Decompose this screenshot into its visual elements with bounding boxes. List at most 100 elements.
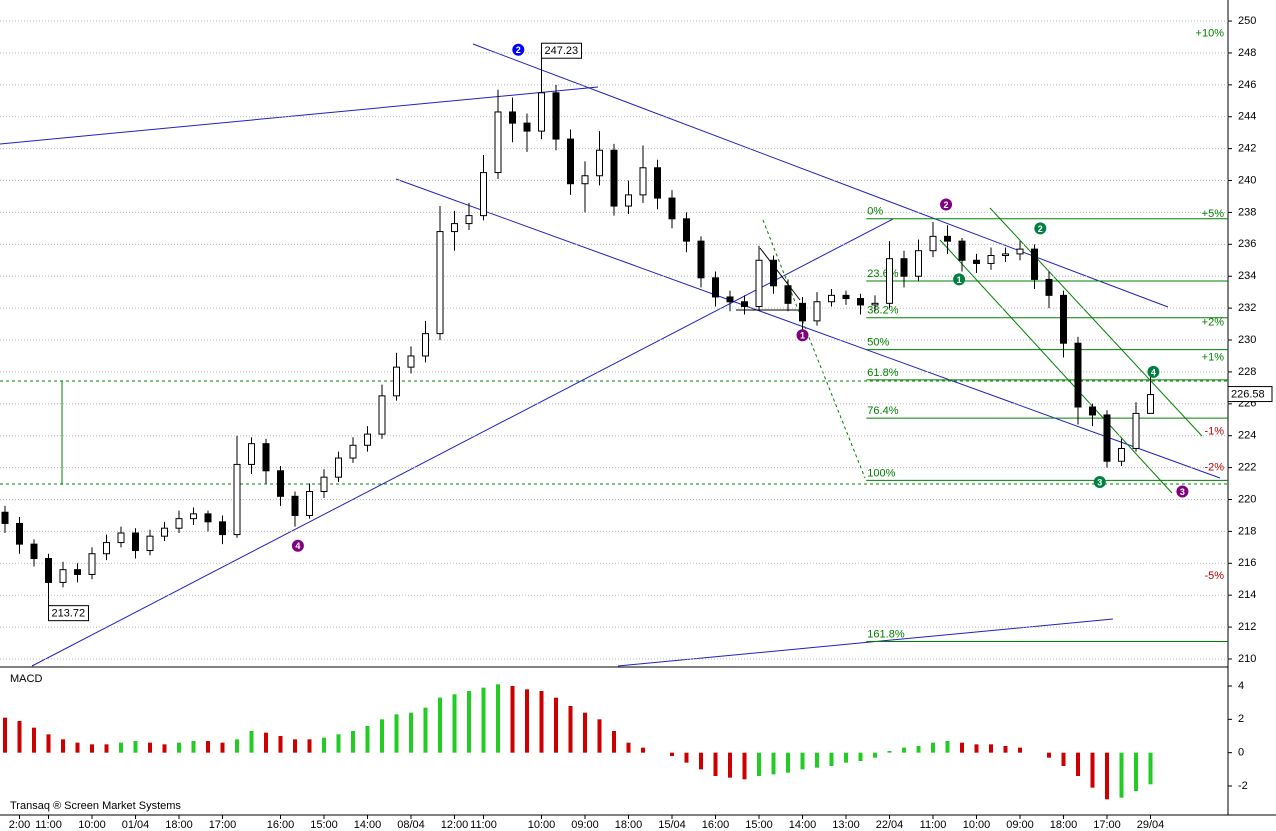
x-tick-label: 15:00	[745, 819, 773, 831]
macd-bar	[32, 727, 36, 753]
candle-body	[175, 518, 183, 529]
macd-bar	[916, 746, 921, 753]
y-tick-label: 250	[1238, 15, 1256, 27]
y-tick-label: 234	[1238, 270, 1256, 282]
x-tick-label: 22/04	[876, 819, 904, 831]
percent-label: -2%	[1204, 462, 1224, 474]
x-tick-label: 18:00	[615, 819, 643, 831]
macd-bar	[974, 744, 979, 753]
macd-bar	[771, 752, 776, 775]
candle-body	[1089, 406, 1096, 416]
wave-label: 4	[1151, 367, 1156, 377]
x-tick-label: 18:00	[1050, 819, 1078, 831]
candle-body	[219, 521, 226, 536]
macd-bar	[467, 691, 471, 753]
y-tick-label: 210	[1238, 653, 1256, 665]
macd-bar	[3, 717, 7, 753]
candle-body	[1118, 447, 1125, 462]
wave-marker	[1034, 222, 1047, 235]
macd-bar	[394, 714, 399, 753]
y-tick-label: 244	[1238, 111, 1256, 123]
macd-bar	[800, 752, 805, 770]
macd-bar	[264, 732, 268, 753]
y-tick-label: 240	[1238, 174, 1256, 186]
candle-body	[1074, 342, 1082, 408]
macd-bar	[1148, 752, 1153, 785]
x-tick-label: 12:00	[441, 819, 469, 831]
candle-body	[1045, 278, 1053, 296]
macd-bar	[597, 719, 602, 753]
candle-body	[828, 294, 835, 303]
candle-body	[378, 395, 386, 435]
candle-body	[1031, 248, 1038, 280]
macd-bar	[670, 752, 674, 756]
macd-bar	[293, 739, 297, 753]
macd-bar	[104, 744, 109, 753]
macd-bar	[133, 741, 138, 753]
candle-body	[596, 149, 603, 177]
candle-body	[567, 138, 574, 185]
candle-body	[944, 235, 951, 242]
macd-bar	[742, 752, 747, 780]
wave-label: 2	[944, 200, 949, 210]
macd-tick-label: 0	[1238, 747, 1244, 759]
y-tick-label: 246	[1238, 79, 1256, 91]
percent-label: +2%	[1202, 316, 1225, 328]
y-tick-label: 214	[1238, 589, 1256, 601]
candle-body	[523, 122, 531, 132]
macd-bar	[902, 747, 906, 753]
candle-body	[1060, 294, 1067, 344]
macd-bar	[728, 752, 732, 778]
candle-body	[1147, 394, 1154, 414]
candle-body	[335, 457, 342, 478]
fib-label: 0%	[867, 206, 883, 218]
macd-bar	[887, 751, 892, 753]
candle-body	[204, 513, 212, 523]
fib-label: 61.8%	[867, 367, 898, 379]
macd-bar	[191, 741, 196, 753]
wave-marker	[796, 329, 809, 342]
fib-label: 23.6%	[867, 268, 898, 280]
callout-label: 213.72	[52, 608, 86, 620]
y-tick-label: 212	[1238, 621, 1256, 633]
last-price-box	[1227, 386, 1273, 403]
macd-bar	[510, 686, 515, 753]
x-tick-label: 15:00	[310, 819, 338, 831]
macd-bar	[786, 752, 790, 773]
x-tick-label: 10:00	[528, 819, 556, 831]
y-tick-label: 222	[1238, 462, 1256, 474]
candle-body	[59, 569, 67, 583]
trend-line	[395, 178, 1221, 479]
wave-label: 1	[800, 331, 805, 341]
macd-bar	[17, 721, 22, 753]
percent-label: -5%	[1204, 570, 1224, 582]
candle-body	[915, 250, 922, 277]
macd-bar	[699, 752, 703, 770]
macd-bar	[713, 752, 718, 776]
candle-body	[871, 302, 879, 306]
macd-bar	[525, 689, 529, 753]
percent-label: -1%	[1204, 426, 1224, 438]
trend-line	[0, 86, 599, 145]
candle-body	[741, 301, 748, 308]
macd-bar	[249, 731, 254, 753]
candle-body	[233, 463, 241, 536]
macd-bar	[583, 712, 587, 753]
candle-body	[451, 223, 458, 233]
candle-body	[1, 511, 9, 524]
y-tick-label: 242	[1238, 143, 1256, 155]
pattern-line	[759, 247, 801, 301]
macd-bar	[148, 742, 152, 753]
x-tick-label: 13:00	[832, 819, 860, 831]
candle-body	[291, 495, 299, 516]
candle-body	[103, 542, 110, 555]
x-tick-label: 11:00	[35, 819, 62, 831]
macd-bar	[989, 744, 993, 753]
candle-body	[639, 167, 647, 196]
macd-bar	[46, 734, 51, 753]
wave-marker	[953, 273, 966, 286]
candle-body	[465, 215, 473, 225]
macd-bar	[1003, 746, 1008, 753]
candle-body	[306, 491, 313, 516]
